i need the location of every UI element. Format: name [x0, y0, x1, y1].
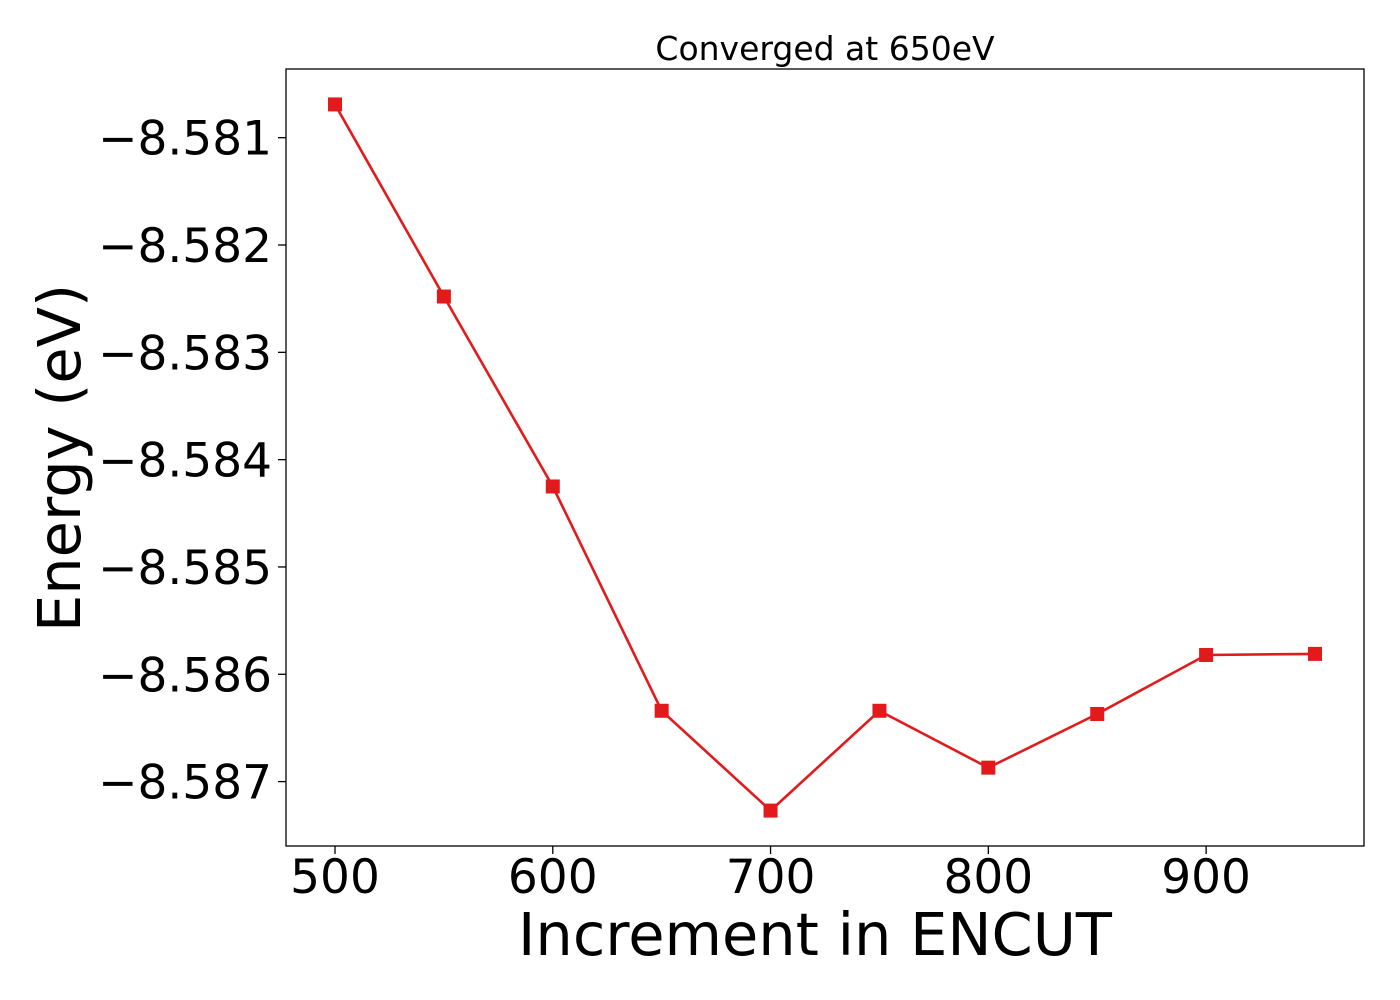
- data-point: [654, 703, 669, 718]
- data-point: [328, 97, 342, 112]
- y-tick-label: −8.583: [98, 326, 272, 381]
- x-tick-label: 600: [508, 850, 598, 905]
- data-point: [1090, 706, 1105, 721]
- x-tick-label: 800: [943, 850, 1033, 905]
- x-axis-label: Increment in ENCUT: [518, 900, 1113, 969]
- y-tick-label: −8.582: [98, 219, 272, 274]
- x-tick-label: 900: [1161, 850, 1251, 905]
- plot-frame: [285, 68, 1365, 847]
- data-point: [1308, 646, 1322, 661]
- y-axis-label: Energy (eV): [25, 284, 94, 632]
- chart-title: Converged at 650eV: [655, 29, 995, 68]
- y-tick-label: −8.585: [98, 541, 272, 596]
- data-point: [981, 760, 996, 775]
- x-axis-ticks: 500 600 700 800 900: [290, 846, 1251, 905]
- y-tick-label: −8.581: [98, 112, 272, 167]
- data-point: [545, 479, 560, 494]
- y-tick-label: −8.587: [98, 756, 272, 811]
- y-tick-label: −8.584: [98, 434, 272, 489]
- y-tick-label: −8.586: [98, 648, 272, 703]
- y-axis-ticks: −8.581 −8.582 −8.583 −8.584 −8.585 −8.586 −8.5…: [98, 112, 286, 811]
- series-line: [333, 103, 1316, 813]
- data-point: [1199, 647, 1214, 662]
- data-point: [436, 289, 451, 304]
- data-point: [763, 803, 778, 818]
- data-point: [872, 703, 887, 718]
- x-tick-label: 700: [726, 850, 816, 905]
- plot-series: [328, 97, 1322, 818]
- x-tick-label: 500: [290, 850, 380, 905]
